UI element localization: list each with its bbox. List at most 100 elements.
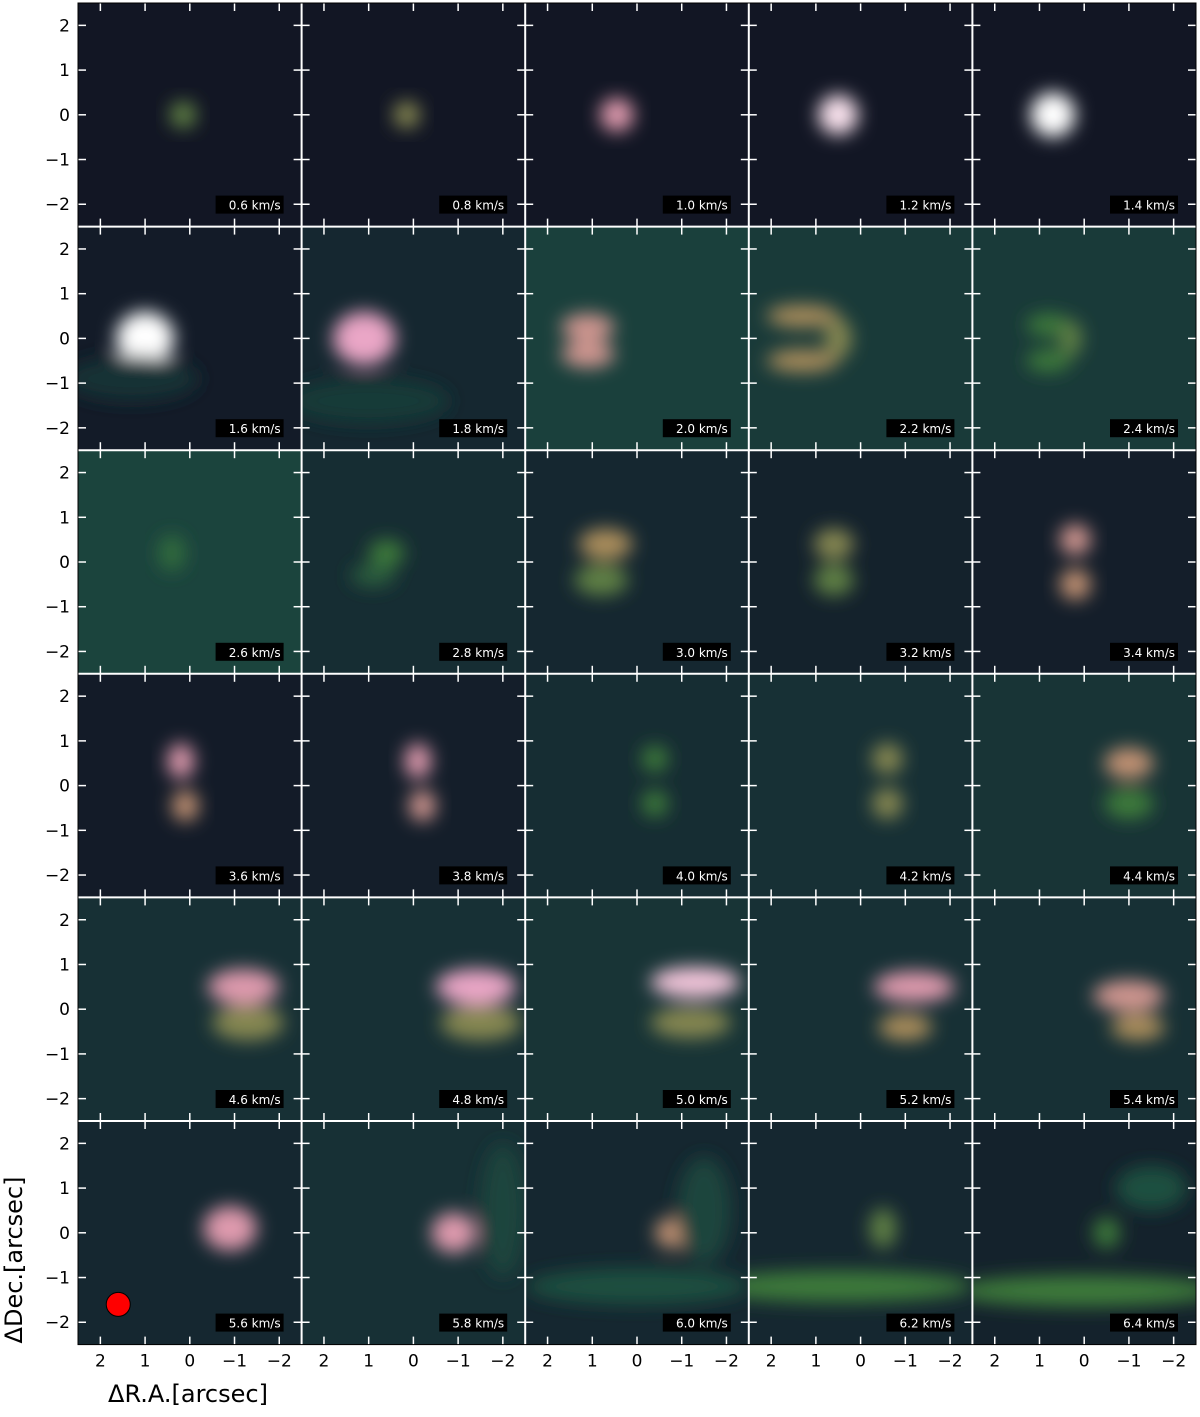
x-tick-label: −2 (490, 1352, 515, 1372)
channel-panels (78, 3, 1197, 1345)
emission-blob (972, 1275, 1197, 1307)
figure-frame (77, 2, 1197, 1346)
emission-blob (813, 564, 854, 596)
emission-blob (1059, 523, 1091, 556)
y-tick-label: 0 (59, 777, 70, 797)
emission-blob (1093, 980, 1165, 1012)
velocity-label: 4.6 km/s (229, 1093, 281, 1107)
channel-panel (78, 226, 302, 451)
emission-blob (578, 528, 633, 560)
panel-background (525, 3, 749, 227)
panel-background (972, 1121, 1196, 1345)
emission-blob (766, 349, 839, 372)
y-tick-label: −1 (45, 821, 70, 841)
velocity-label: 1.2 km/s (900, 199, 952, 213)
channel-panel (972, 3, 1196, 227)
channel-panel (301, 897, 526, 1121)
x-tick-label: 2 (989, 1352, 1000, 1372)
emission-blob (207, 968, 280, 1005)
emission-blob (748, 1270, 973, 1303)
channel-panel (525, 450, 749, 674)
y-tick-label: −2 (45, 1313, 70, 1333)
beam-marker (105, 1291, 131, 1317)
panel-background (748, 3, 973, 227)
x-tick-label: 2 (319, 1352, 330, 1372)
velocity-label: 0.6 km/s (229, 199, 281, 213)
channel-panel (748, 897, 973, 1121)
channel-panel (748, 3, 973, 227)
emission-blob (167, 743, 195, 779)
emission-blob (871, 787, 904, 820)
velocity-label: 5.4 km/s (1123, 1093, 1175, 1107)
velocity-label: 4.2 km/s (900, 869, 952, 883)
y-tick-label: −1 (45, 1045, 70, 1065)
velocity-label: 1.0 km/s (676, 199, 728, 213)
x-tick-label: 2 (766, 1352, 777, 1372)
emission-blob (1059, 320, 1082, 357)
velocity-label: 3.8 km/s (452, 869, 504, 883)
x-tick-label: −2 (1161, 1352, 1186, 1372)
emission-blob (212, 1004, 284, 1041)
x-tick-label: 2 (542, 1352, 553, 1372)
velocity-label: 2.4 km/s (1123, 422, 1175, 436)
velocity-label-bg (215, 195, 284, 214)
emission-blob (1030, 92, 1076, 138)
velocity-label-bg (439, 1313, 508, 1332)
x-tick-label: −2 (267, 1352, 292, 1372)
panel-background (972, 673, 1196, 898)
velocity-label-bg (1110, 195, 1178, 214)
x-tick-label: 0 (408, 1352, 419, 1372)
y-tick-label: −2 (45, 642, 70, 662)
velocity-label: 2.8 km/s (452, 646, 504, 660)
velocity-label-bg (215, 1090, 284, 1108)
velocity-label-bg (1110, 419, 1178, 438)
channel-panel (301, 3, 526, 227)
panel-background (972, 450, 1196, 674)
velocity-label: 5.0 km/s (676, 1093, 728, 1107)
velocity-label-bg (886, 866, 955, 885)
velocity-label-bg (215, 1313, 284, 1332)
emission-blob (813, 528, 854, 560)
emission-blob (169, 101, 197, 129)
velocity-label-bg (439, 1090, 508, 1108)
panel-background (748, 897, 973, 1121)
velocity-label: 1.6 km/s (229, 422, 281, 436)
emission-blob (560, 340, 615, 368)
channel-panel (301, 226, 526, 451)
panel-background (525, 450, 749, 674)
emission-blob (1026, 349, 1071, 372)
emission-blob (350, 564, 396, 587)
velocity-label: 4.4 km/s (1123, 869, 1175, 883)
channel-panel (972, 897, 1196, 1121)
panel-background (972, 3, 1196, 227)
y-tick-label: 0 (59, 329, 70, 349)
channel-panel (78, 450, 302, 674)
velocity-label-bg (1110, 1090, 1178, 1108)
x-tick-label: −1 (1116, 1352, 1141, 1372)
channel-panel (525, 897, 749, 1121)
y-tick-label: −1 (45, 374, 70, 394)
velocity-label-bg (662, 866, 731, 885)
y-tick-label: 1 (59, 955, 70, 975)
velocity-label-bg (439, 642, 508, 661)
emission-blob (650, 1006, 731, 1039)
y-axis-title: ΔDec.[arcsec] (0, 1177, 28, 1344)
emission-blob (1026, 313, 1071, 337)
y-tick-label: −2 (45, 1090, 70, 1110)
emission-blob (116, 311, 175, 366)
x-tick-label: −2 (714, 1352, 739, 1372)
x-tick-label: 0 (632, 1352, 643, 1372)
velocity-label: 5.8 km/s (452, 1317, 504, 1331)
velocity-label: 0.8 km/s (452, 199, 504, 213)
x-tick-label: −2 (938, 1352, 963, 1372)
velocity-label-bg (1110, 866, 1178, 885)
channel-panel (525, 3, 749, 227)
emission-blob (1115, 1165, 1188, 1211)
x-tick-label: −1 (669, 1352, 694, 1372)
y-tick-label: −1 (45, 1269, 70, 1289)
emission-blob (408, 790, 436, 822)
panel-background (748, 226, 973, 451)
emission-blob (650, 966, 740, 999)
panel-background (301, 673, 526, 898)
